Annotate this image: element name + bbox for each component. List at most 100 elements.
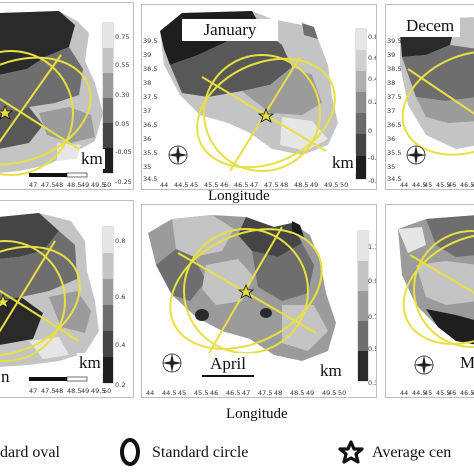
svg-text:45: 45 <box>190 181 198 189</box>
map-panel-may: 44 44.5 45 45.5 46 46.5 47 M <box>385 204 474 398</box>
month-label-may: M <box>456 353 474 373</box>
standard-ellipse-overlay <box>0 240 81 362</box>
svg-text:44.5: 44.5 <box>162 389 176 397</box>
legend-item-average-center: Average cen <box>372 444 452 461</box>
svg-text:46.5: 46.5 <box>460 389 474 397</box>
svg-text:37.5: 37.5 <box>143 93 157 101</box>
scale-unit-label: km <box>79 149 105 169</box>
svg-text:36: 36 <box>143 135 151 143</box>
panel-1-x-ticks: 47 47.5 48 48.5 49 49.5 50 <box>29 181 111 189</box>
colorbar-april-tick-3: 0.55 <box>368 345 376 353</box>
map-panel-january: 0.8 0.6 0.4 0.2 0 -0.2 -0.4 39.5 39 38.5… <box>141 4 377 190</box>
svg-text:46.5: 46.5 <box>460 181 474 189</box>
svg-text:38.5: 38.5 <box>143 65 157 73</box>
panel-january-y-ticks: 39.5 39 38.5 38 37.5 37 36.5 36 35.5 35 … <box>143 37 157 183</box>
svg-text:38: 38 <box>143 79 151 87</box>
colorbar-1-tick-2: 0.30 <box>115 91 129 99</box>
longitude-axis-title-bottom: Longitude <box>226 406 288 422</box>
svg-text:36.5: 36.5 <box>387 121 401 129</box>
panel-may-x-ticks: 44 44.5 45 45.5 46 46.5 47 <box>400 389 474 397</box>
panel-4-x-ticks: 47 47.5 48 48.5 49 49.5 50 <box>29 387 111 395</box>
month-label-4: n <box>0 367 12 387</box>
svg-text:46: 46 <box>220 181 228 189</box>
average-center-star-icon <box>257 107 275 123</box>
svg-text:50: 50 <box>338 389 346 397</box>
colorbar-january-tick-5: -0.2 <box>368 154 376 162</box>
svg-text:47: 47 <box>250 181 258 189</box>
svg-text:50: 50 <box>103 181 111 189</box>
colorbar-january-tick-0: 0.8 <box>368 33 376 41</box>
map-panel-december-graphic: 39.5 39 38.5 38 37.5 37 36.5 36 35.5 35 … <box>387 17 474 189</box>
scale-unit-label: km <box>330 153 356 173</box>
colorbar-1-tick-1: 0.55 <box>115 61 129 69</box>
average-center-star-icon <box>338 440 364 464</box>
colorbar-4-tick-2: 0.4 <box>115 341 125 349</box>
svg-text:48: 48 <box>55 387 63 395</box>
svg-text:49.5: 49.5 <box>324 181 338 189</box>
svg-text:48.5: 48.5 <box>67 181 81 189</box>
map-panel-december: 39.5 39 38.5 38 37.5 37 36.5 36 35.5 35 … <box>385 4 474 190</box>
standard-ellipse-overlay <box>401 50 474 156</box>
svg-text:39.5: 39.5 <box>143 37 157 45</box>
svg-text:35.5: 35.5 <box>387 149 401 157</box>
map-panel-4-graphic: 0.8 0.6 0.4 0.2 47 47.5 48 48.5 49 49.5 … <box>0 213 125 395</box>
colorbar-1-tick-4: -0.05 <box>115 148 132 156</box>
svg-text:48.5: 48.5 <box>67 387 81 395</box>
svg-text:50: 50 <box>103 387 111 395</box>
svg-text:34.5: 34.5 <box>143 175 157 183</box>
svg-text:35: 35 <box>143 163 151 171</box>
svg-text:47.5: 47.5 <box>41 387 55 395</box>
svg-text:48: 48 <box>274 389 282 397</box>
north-arrow-icon <box>414 355 434 375</box>
svg-text:47: 47 <box>472 389 474 397</box>
svg-text:47.5: 47.5 <box>41 181 55 189</box>
svg-text:47.5: 47.5 <box>258 389 272 397</box>
colorbar-january-tick-4: 0 <box>368 127 372 135</box>
precipitation-contour-map <box>400 17 474 149</box>
standard-ellipse-overlay <box>402 230 474 348</box>
svg-text:45: 45 <box>424 181 432 189</box>
precipitation-contour-map <box>0 213 99 367</box>
svg-text:46: 46 <box>448 181 456 189</box>
svg-text:36.5: 36.5 <box>143 121 157 129</box>
north-arrow-icon <box>162 353 182 373</box>
scale-unit-label: km <box>77 353 103 373</box>
svg-text:49.5: 49.5 <box>91 181 105 189</box>
map-panel-may-graphic: 44 44.5 45 45.5 46 46.5 47 <box>398 215 474 397</box>
colorbar-april-tick-4: 0.35 <box>368 379 376 387</box>
north-arrow-icon <box>406 145 426 165</box>
svg-text:48.5: 48.5 <box>290 389 304 397</box>
svg-text:45.5: 45.5 <box>194 389 208 397</box>
north-arrow-icon <box>168 145 188 165</box>
average-center-star-icon <box>0 104 14 120</box>
scale-bar <box>29 173 67 177</box>
svg-text:47: 47 <box>29 387 37 395</box>
svg-text:47: 47 <box>472 181 474 189</box>
map-panel-april: 1.15 0.95 0.75 0.55 0.35 44 44.5 45 45.5… <box>141 204 377 398</box>
map-panel-1: 0.75 0.55 0.30 0.05 -0.05 -0.25 47 47.5 … <box>0 2 134 190</box>
colorbar-january-tick-6: -0.4 <box>368 177 376 185</box>
legend-item-standard-circle: Standard circle <box>152 444 249 461</box>
colorbar-april-tick-0: 1.15 <box>368 243 376 251</box>
svg-text:49: 49 <box>81 181 89 189</box>
svg-text:35: 35 <box>387 163 395 171</box>
colorbar-january-tick-2: 0.4 <box>368 75 376 83</box>
svg-text:49: 49 <box>310 181 318 189</box>
svg-text:46.5: 46.5 <box>234 181 248 189</box>
svg-text:46: 46 <box>210 389 218 397</box>
svg-text:37: 37 <box>387 107 395 115</box>
svg-text:39.5: 39.5 <box>387 37 401 45</box>
panel-december-y-ticks: 39.5 39 38.5 38 37.5 37 36.5 36 35.5 35 … <box>387 37 401 183</box>
svg-text:44: 44 <box>400 389 408 397</box>
colorbar-1-tick-5: -0.25 <box>115 178 132 186</box>
svg-text:46.5: 46.5 <box>226 389 240 397</box>
svg-text:35.5: 35.5 <box>143 149 157 157</box>
svg-text:37: 37 <box>143 107 151 115</box>
svg-text:39: 39 <box>387 51 395 59</box>
svg-text:38: 38 <box>387 79 395 87</box>
svg-text:49.5: 49.5 <box>91 387 105 395</box>
svg-text:48.5: 48.5 <box>294 181 308 189</box>
legend-item-standard-oval: dard oval <box>0 444 60 461</box>
svg-text:46: 46 <box>448 389 456 397</box>
svg-text:45: 45 <box>178 389 186 397</box>
